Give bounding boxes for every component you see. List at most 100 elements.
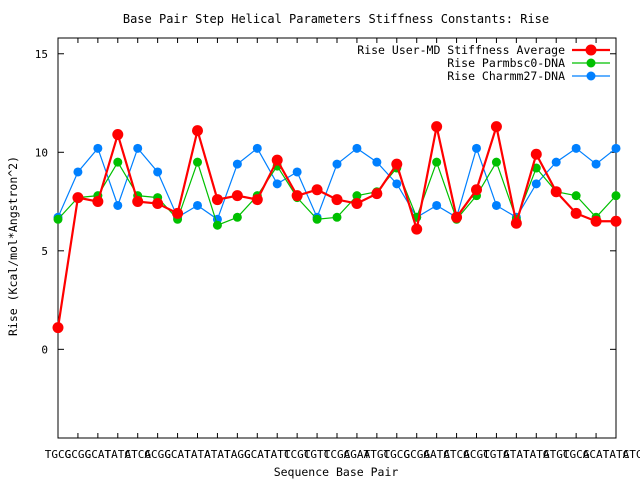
data-point xyxy=(152,198,164,210)
x-tick-label: TGCG xyxy=(45,448,72,461)
data-point xyxy=(153,167,163,177)
legend-marker xyxy=(585,44,597,56)
y-axis-label: Rise (Kcal/mol*Angstron^2) xyxy=(6,156,20,336)
x-tick-label: GCAT xyxy=(164,448,191,461)
data-point xyxy=(332,212,342,222)
data-point xyxy=(530,148,542,160)
data-point xyxy=(551,157,561,167)
data-point xyxy=(312,214,322,224)
y-tick-label: 10 xyxy=(35,146,48,159)
data-point xyxy=(471,184,482,196)
data-point xyxy=(332,159,342,169)
y-tick-label: 5 xyxy=(41,245,48,258)
data-point xyxy=(172,207,184,219)
x-tick-label: TGCA xyxy=(563,448,590,461)
legend-marker xyxy=(586,58,596,68)
data-point xyxy=(490,121,502,133)
data-point xyxy=(550,186,562,198)
data-point xyxy=(113,200,123,210)
data-point xyxy=(311,184,323,196)
data-point xyxy=(232,159,242,169)
data-point xyxy=(112,129,124,141)
data-point xyxy=(251,194,263,206)
data-point xyxy=(411,223,423,235)
data-point xyxy=(611,143,621,153)
data-point xyxy=(611,191,621,201)
x-tick-label: GCAT xyxy=(244,448,271,461)
x-tick-label: TATC xyxy=(264,448,291,461)
data-point xyxy=(431,121,443,133)
data-point xyxy=(232,212,242,222)
data-point xyxy=(352,143,362,153)
x-tick-label: TAGC xyxy=(224,448,251,461)
data-point xyxy=(472,143,481,153)
x-tick-label: ATCG xyxy=(124,448,151,461)
data-point xyxy=(591,159,601,169)
data-point xyxy=(271,154,283,166)
x-tick-label: GCAT xyxy=(85,448,112,461)
x-tick-label: CGTA xyxy=(483,448,510,461)
x-axis-label: Sequence Base Pair xyxy=(274,465,399,479)
data-point xyxy=(432,157,442,167)
x-tick-label: TATC xyxy=(603,448,630,461)
x-tick-label: TGCG xyxy=(384,448,411,461)
data-point xyxy=(132,196,144,208)
data-point xyxy=(352,191,362,201)
x-tick-label: GTAT xyxy=(503,448,530,461)
data-point xyxy=(212,220,222,230)
data-point xyxy=(331,194,343,206)
data-point xyxy=(93,143,103,153)
x-tick-label: TCGT xyxy=(284,448,311,461)
data-point xyxy=(590,215,602,227)
data-point xyxy=(92,196,104,208)
data-point xyxy=(432,200,442,210)
data-point xyxy=(510,217,522,229)
x-tick-label: CGAT xyxy=(344,448,371,461)
x-tick-label: GCGA xyxy=(403,448,430,461)
data-point xyxy=(392,179,402,189)
data-point xyxy=(570,207,582,219)
y-tick-label: 15 xyxy=(35,48,48,61)
x-tick-label: GATC xyxy=(423,448,450,461)
x-tick-label: ATAT xyxy=(204,448,231,461)
data-point xyxy=(371,188,383,200)
data-point xyxy=(292,167,302,177)
x-tick-label: ATGC xyxy=(543,448,570,461)
data-point xyxy=(193,200,202,210)
x-tick-label: TCGA xyxy=(324,448,351,461)
x-tick-label: ATCG xyxy=(443,448,470,461)
data-point xyxy=(451,211,463,223)
data-point xyxy=(491,157,501,167)
y-tick-label: 0 xyxy=(41,343,48,356)
x-tick-label: ATGC xyxy=(364,448,391,461)
legend-marker xyxy=(586,71,596,81)
legend-label: Rise Charmm27-DNA xyxy=(447,69,565,83)
data-point xyxy=(73,167,83,177)
data-point xyxy=(52,322,64,334)
x-tick-label: ACGT xyxy=(463,448,490,461)
x-tick-label: CGTC xyxy=(304,448,331,461)
data-point xyxy=(491,200,501,210)
x-tick-label: ACGC xyxy=(144,448,171,461)
legend-label: Rise User-MD Stiffness Average xyxy=(357,43,565,57)
data-point xyxy=(291,190,303,202)
data-point xyxy=(211,194,223,206)
data-point xyxy=(571,191,581,201)
data-point xyxy=(192,125,203,137)
series-group xyxy=(53,143,621,224)
data-point xyxy=(133,143,143,153)
x-tick-label: TATG xyxy=(523,448,550,461)
data-point xyxy=(252,143,262,153)
data-point xyxy=(113,157,123,167)
data-point xyxy=(231,190,243,202)
data-point xyxy=(610,215,622,227)
x-tick-label: GCAT xyxy=(583,448,610,461)
data-point xyxy=(272,179,282,189)
data-point xyxy=(53,214,63,224)
data-point xyxy=(72,192,84,204)
data-point xyxy=(351,198,363,210)
chart-title: Base Pair Step Helical Parameters Stiffn… xyxy=(123,12,549,26)
